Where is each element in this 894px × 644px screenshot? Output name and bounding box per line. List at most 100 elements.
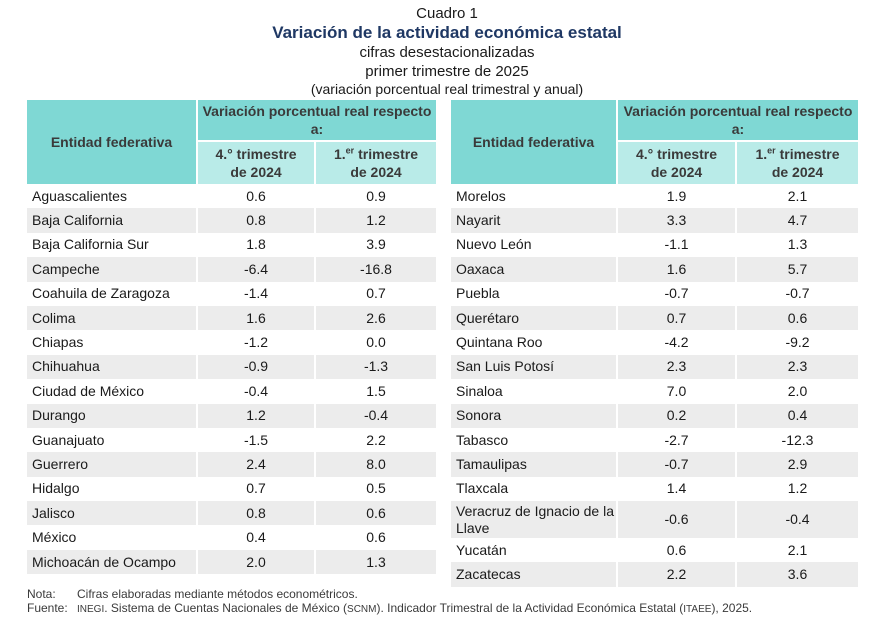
value-q1-2024: 0.6 <box>316 525 436 550</box>
entity-name: Baja California <box>27 208 198 233</box>
entity-name: Aguascalientes <box>27 184 198 209</box>
header-q1-2024: 1.er trimestre de 2024 <box>737 142 858 184</box>
value-q1-2024: -12.3 <box>737 427 858 453</box>
value-q1-2024: 1.5 <box>316 379 436 404</box>
table-row: Sinaloa 7.0 2.0 <box>451 379 858 404</box>
entity-name: Sonora <box>451 403 618 428</box>
value-q4-2024: 0.6 <box>618 538 737 563</box>
entity-name: Sinaloa <box>451 379 618 404</box>
value-q4-2024: 0.8 <box>198 208 316 233</box>
entity-name: Michoacán de Ocampo <box>27 549 198 575</box>
value-q1-2024: -16.8 <box>316 257 436 282</box>
entity-name: Campeche <box>27 257 198 282</box>
value-q4-2024: -2.7 <box>618 427 737 453</box>
header-q1-2024: 1.er trimestre de 2024 <box>316 142 436 184</box>
table-row: Aguascalientes 0.6 0.9 <box>27 184 436 209</box>
table-row: Zacatecas 2.2 3.6 <box>451 562 858 587</box>
table-row: Chiapas -1.2 0.0 <box>27 330 436 355</box>
table-row: Ciudad de México -0.4 1.5 <box>27 379 436 404</box>
table-row: Baja California Sur 1.8 3.9 <box>27 232 436 258</box>
entity-name: México <box>27 525 198 550</box>
table-row: Coahuila de Zaragoza -1.4 0.7 <box>27 281 436 306</box>
value-q1-2024: 2.1 <box>737 184 858 209</box>
value-q4-2024: 0.4 <box>198 525 316 550</box>
value-q4-2024: -1.4 <box>198 281 316 306</box>
footnotes: Nota: Cifras elaboradas mediante métodos … <box>27 587 752 617</box>
table-row: Chihuahua -0.9 -1.3 <box>27 354 436 380</box>
table-label: Cuadro 1 <box>416 5 478 22</box>
subtitle-period: primer trimestre de 2025 <box>365 63 529 80</box>
entity-name: Ciudad de México <box>27 379 198 404</box>
entity-name: Oaxaca <box>451 257 618 282</box>
value-q1-2024: -9.2 <box>737 330 858 355</box>
value-q1-2024: 1.2 <box>737 476 858 502</box>
value-q1-2024: 3.9 <box>316 232 436 258</box>
entity-name: Tabasco <box>451 427 618 453</box>
table-row: Morelos 1.9 2.1 <box>451 184 858 209</box>
value-q4-2024: -6.4 <box>198 257 316 282</box>
value-q4-2024: 1.9 <box>618 184 737 209</box>
entity-name: Nuevo León <box>451 232 618 258</box>
value-q1-2024: 4.7 <box>737 208 858 233</box>
value-q1-2024: 2.2 <box>316 427 436 453</box>
entity-name: Puebla <box>451 281 618 306</box>
value-q4-2024: 0.6 <box>198 184 316 209</box>
value-q1-2024: 2.3 <box>737 354 858 380</box>
header-q4-2024: 4.° trimestre de 2024 <box>618 142 737 184</box>
page-title: Variación de la actividad económica esta… <box>272 23 622 42</box>
value-q1-2024: 5.7 <box>737 257 858 282</box>
value-q4-2024: -1.2 <box>198 330 316 355</box>
value-q4-2024: -4.2 <box>618 330 737 355</box>
table-row: Durango 1.2 -0.4 <box>27 403 436 428</box>
value-q4-2024: 1.2 <box>198 403 316 428</box>
value-q4-2024: -1.1 <box>618 232 737 258</box>
table-row: Puebla -0.7 -0.7 <box>451 281 858 306</box>
table-row: Guanajuato -1.5 2.2 <box>27 427 436 453</box>
value-q4-2024: 0.8 <box>198 501 316 526</box>
value-q4-2024: 2.3 <box>618 354 737 380</box>
table-row: Oaxaca 1.6 5.7 <box>451 257 858 282</box>
entity-name: Querétaro <box>451 305 618 331</box>
value-q1-2024: 0.0 <box>316 330 436 355</box>
entity-name: San Luis Potosí <box>451 354 618 380</box>
table-row: Baja California 0.8 1.2 <box>27 208 436 233</box>
value-q4-2024: 7.0 <box>618 379 737 404</box>
value-q1-2024: 2.0 <box>737 379 858 404</box>
table-row: Jalisco 0.8 0.6 <box>27 501 436 526</box>
value-q4-2024: 0.7 <box>618 305 737 331</box>
value-q4-2024: -0.7 <box>618 452 737 477</box>
value-q1-2024: -0.4 <box>737 501 858 539</box>
entity-name: Tlaxcala <box>451 476 618 502</box>
table-row: Hidalgo 0.7 0.5 <box>27 476 436 502</box>
table-row: Guerrero 2.4 8.0 <box>27 452 436 477</box>
value-q4-2024: 1.6 <box>198 305 316 331</box>
value-q4-2024: -0.9 <box>198 354 316 380</box>
header-entity: Entidad federativa <box>27 100 198 184</box>
value-q4-2024: -0.4 <box>198 379 316 404</box>
value-q4-2024: -0.7 <box>618 281 737 306</box>
value-q4-2024: 2.4 <box>198 452 316 477</box>
table-row: Campeche -6.4 -16.8 <box>27 257 436 282</box>
table-row: Tabasco -2.7 -12.3 <box>451 427 858 453</box>
value-q4-2024: 1.6 <box>618 257 737 282</box>
entity-name: Guanajuato <box>27 427 198 453</box>
table-row: Veracruz de Ignacio de la Llave -0.6 -0.4 <box>451 501 858 539</box>
table-row: México 0.4 0.6 <box>27 525 436 550</box>
source-line: Fuente: INEGI. Sistema de Cuentas Naciona… <box>27 601 753 615</box>
subtitle-units: (variación porcentual real trimestral y … <box>310 81 584 97</box>
entity-name: Zacatecas <box>451 562 618 587</box>
table-left: Entidad federativa Variación porcentual … <box>27 100 436 575</box>
entity-name: Colima <box>27 305 198 331</box>
entity-name: Coahuila de Zaragoza <box>27 281 198 306</box>
header-variation: Variación porcentual real respecto a: <box>618 100 858 142</box>
value-q1-2024: 2.1 <box>737 538 858 563</box>
entity-name: Jalisco <box>27 501 198 526</box>
table-right: Entidad federativa Variación porcentual … <box>451 100 858 587</box>
header-entity: Entidad federativa <box>451 100 618 184</box>
value-q1-2024: -0.7 <box>737 281 858 306</box>
table-row: Colima 1.6 2.6 <box>27 305 436 331</box>
value-q4-2024: 1.8 <box>198 232 316 258</box>
entity-name: Nayarit <box>451 208 618 233</box>
value-q4-2024: 0.7 <box>198 476 316 502</box>
value-q1-2024: 0.7 <box>316 281 436 306</box>
